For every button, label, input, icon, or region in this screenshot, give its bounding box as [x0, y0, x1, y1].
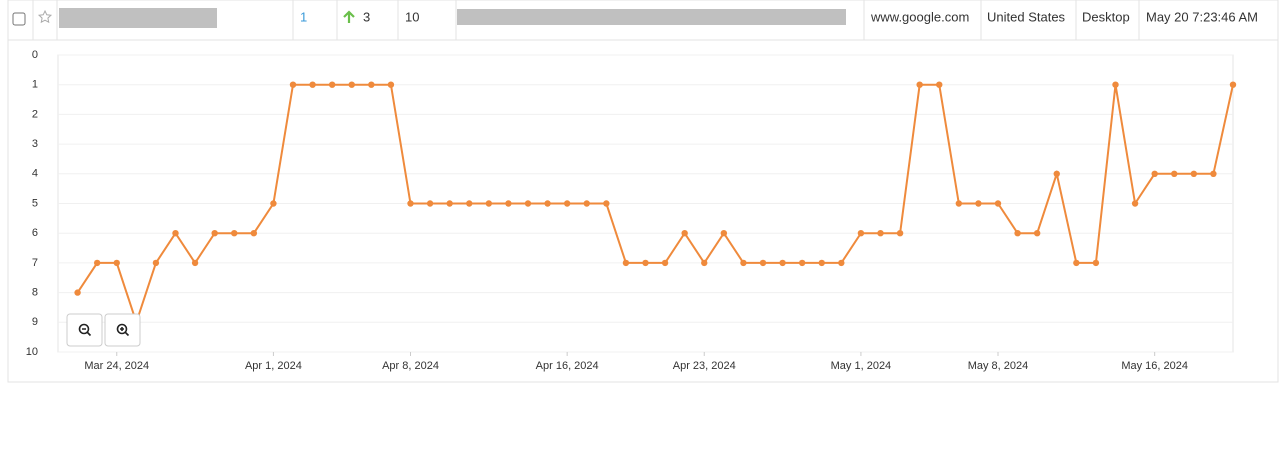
rank-point	[701, 259, 708, 267]
rank-point	[485, 200, 493, 207]
x-tick-label: Apr 23, 2024	[673, 360, 736, 372]
rank-point	[975, 200, 982, 207]
y-tick-label: 0	[32, 49, 38, 61]
up-arrow	[343, 10, 355, 23]
rank-point	[544, 200, 551, 207]
rank-point	[348, 81, 355, 88]
rank-point	[994, 200, 1002, 207]
search-engine: www.google.com	[870, 9, 969, 24]
rank-point	[426, 200, 434, 207]
rank-point	[368, 81, 375, 88]
column-separators	[32, 0, 1140, 40]
rank-point	[563, 200, 571, 207]
rank-point	[1092, 259, 1100, 267]
rank-point	[211, 230, 218, 237]
rank-point	[407, 200, 414, 207]
rank-point	[661, 259, 669, 267]
rank-point	[328, 81, 336, 88]
rank-point	[1171, 170, 1178, 177]
chart: 0 1 2 3 4 5 6 7 8 9 10 Mar 24, 2024 Apr 1, 2024 Apr 8…	[26, 49, 1237, 372]
row-checkbox[interactable]	[12, 12, 26, 26]
rank-point	[1053, 170, 1060, 177]
rank-point	[622, 259, 630, 267]
rank-point	[172, 230, 179, 237]
y-tick-label: 6	[32, 227, 38, 239]
y-tick-label: 1	[32, 79, 38, 91]
rank-point	[1112, 81, 1119, 88]
zoom-out-button[interactable]	[66, 313, 103, 347]
x-tick-label: Mar 24, 2024	[84, 360, 149, 372]
rank-point	[877, 230, 884, 237]
rank-point	[1190, 170, 1198, 177]
location: United States	[987, 9, 1066, 24]
rank-point	[270, 200, 277, 207]
x-tick-label: Apr 16, 2024	[536, 360, 599, 372]
y-tick-label: 7	[32, 257, 38, 269]
rank-point	[642, 259, 649, 267]
rank-point	[857, 230, 865, 237]
rank-point	[524, 200, 532, 207]
rank-point	[936, 81, 943, 88]
rank-point	[838, 259, 845, 267]
y-tick-label: 10	[26, 346, 38, 358]
x-tick-label: Apr 8, 2024	[382, 360, 439, 372]
rank-point	[191, 259, 199, 267]
position: 1	[300, 9, 307, 24]
y-tick-label: 2	[32, 108, 38, 120]
x-tick-label: May 8, 2024	[968, 360, 1029, 372]
rank-point	[309, 81, 316, 88]
rank-point	[818, 259, 825, 267]
rank-point	[779, 259, 786, 267]
x-tick-label: Apr 1, 2024	[245, 360, 302, 372]
y-tick-label: 9	[32, 316, 38, 328]
rank-point	[387, 81, 395, 88]
rank-point	[681, 230, 688, 237]
rank-point	[113, 259, 120, 267]
rank-point	[1014, 230, 1021, 237]
y-tick-label: 3	[32, 138, 38, 150]
rank-point	[603, 200, 610, 207]
rank-point	[93, 259, 101, 267]
keyword-row: 1 3 10 www.google.com United States Desk…	[7, 0, 1279, 41]
rank-line	[76, 83, 1234, 326]
rank-point	[446, 200, 453, 207]
rank-point	[466, 200, 473, 207]
rank-point	[250, 230, 258, 237]
rank-point	[740, 259, 747, 267]
rank-point	[1210, 170, 1217, 177]
y-tick-label: 4	[32, 168, 38, 180]
rank-point	[1229, 81, 1237, 88]
rank-point	[505, 200, 512, 207]
redacted-url	[457, 9, 846, 25]
y-tick-label: 8	[32, 287, 38, 299]
redacted-keyword	[59, 8, 217, 28]
rank-point	[231, 230, 238, 237]
rank-point	[1073, 259, 1080, 267]
rank-point	[955, 200, 963, 207]
rank-point	[152, 259, 160, 267]
rank-point	[583, 200, 590, 207]
change: 3	[363, 9, 370, 24]
x-tick-label: May 16, 2024	[1121, 360, 1188, 372]
best: 10	[405, 9, 419, 24]
y-tick-label: 5	[32, 197, 38, 209]
rank-point	[720, 230, 728, 237]
rank-point	[916, 81, 923, 88]
favorite-star[interactable]	[37, 9, 53, 24]
rank-point	[74, 289, 81, 296]
rank-point	[1033, 230, 1041, 237]
rank-point	[1151, 170, 1158, 177]
x-tick-label: May 1, 2024	[831, 360, 892, 372]
rank-point	[289, 81, 297, 88]
updated: May 20 7:23:46 AM	[1146, 9, 1258, 24]
chart-panel	[7, 39, 1279, 383]
rank-point	[1131, 200, 1139, 207]
rank-point	[798, 259, 806, 267]
device: Desktop	[1082, 9, 1130, 24]
rank-point	[759, 259, 767, 267]
rank-point	[896, 230, 904, 237]
zoom-in-button[interactable]	[104, 313, 141, 347]
